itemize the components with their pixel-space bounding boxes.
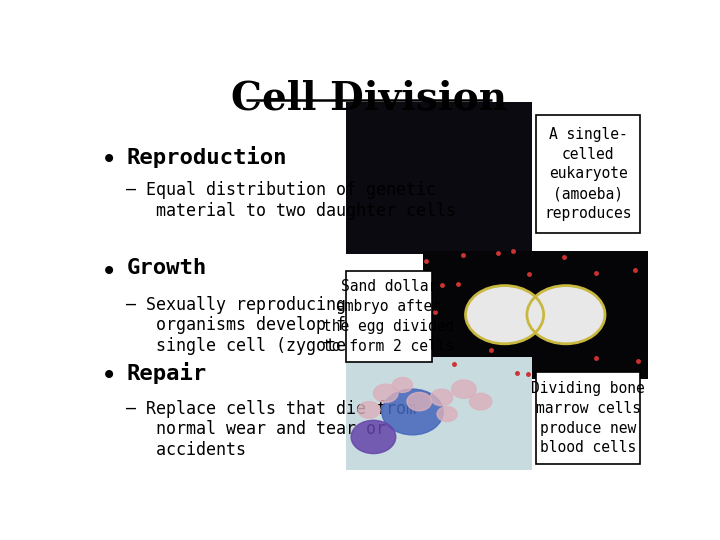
Circle shape <box>437 407 457 422</box>
Circle shape <box>451 380 476 399</box>
Text: •: • <box>101 258 117 286</box>
Circle shape <box>407 393 431 411</box>
Circle shape <box>374 384 398 402</box>
Bar <box>346 357 533 470</box>
Bar <box>346 102 533 254</box>
Circle shape <box>358 402 380 418</box>
Circle shape <box>351 420 396 454</box>
Text: Dividing bone
marrow cells
produce new
blood cells: Dividing bone marrow cells produce new b… <box>531 381 645 455</box>
Text: Sand dollar
embryo after
the egg divided
to form 2 cells: Sand dollar embryo after the egg divided… <box>323 279 454 354</box>
Bar <box>536 114 639 233</box>
Circle shape <box>392 377 413 393</box>
Text: •: • <box>101 146 117 174</box>
Bar <box>423 251 648 379</box>
Bar <box>536 373 639 464</box>
Circle shape <box>469 393 492 410</box>
Text: •: • <box>101 362 117 390</box>
Circle shape <box>528 286 604 343</box>
Text: – Replace cells that die from
   normal wear and tear or
   accidents: – Replace cells that die from normal wea… <box>126 400 416 459</box>
Text: Repair: Repair <box>126 362 207 384</box>
Circle shape <box>431 389 453 406</box>
Circle shape <box>382 389 444 435</box>
Circle shape <box>467 286 543 343</box>
Text: A single-
celled
eukaryote
(amoeba)
reproduces: A single- celled eukaryote (amoeba) repr… <box>544 127 631 221</box>
Text: – Sexually reproducing
   organisms develop from a
   single cell (zygote): – Sexually reproducing organisms develop… <box>126 295 396 355</box>
Text: Growth: Growth <box>126 258 207 278</box>
Text: Reproduction: Reproduction <box>126 146 287 168</box>
Text: – Equal distribution of genetic
   material to two daughter cells: – Equal distribution of genetic material… <box>126 181 456 220</box>
Text: Cell Division: Cell Division <box>231 79 507 117</box>
Bar <box>346 271 432 362</box>
